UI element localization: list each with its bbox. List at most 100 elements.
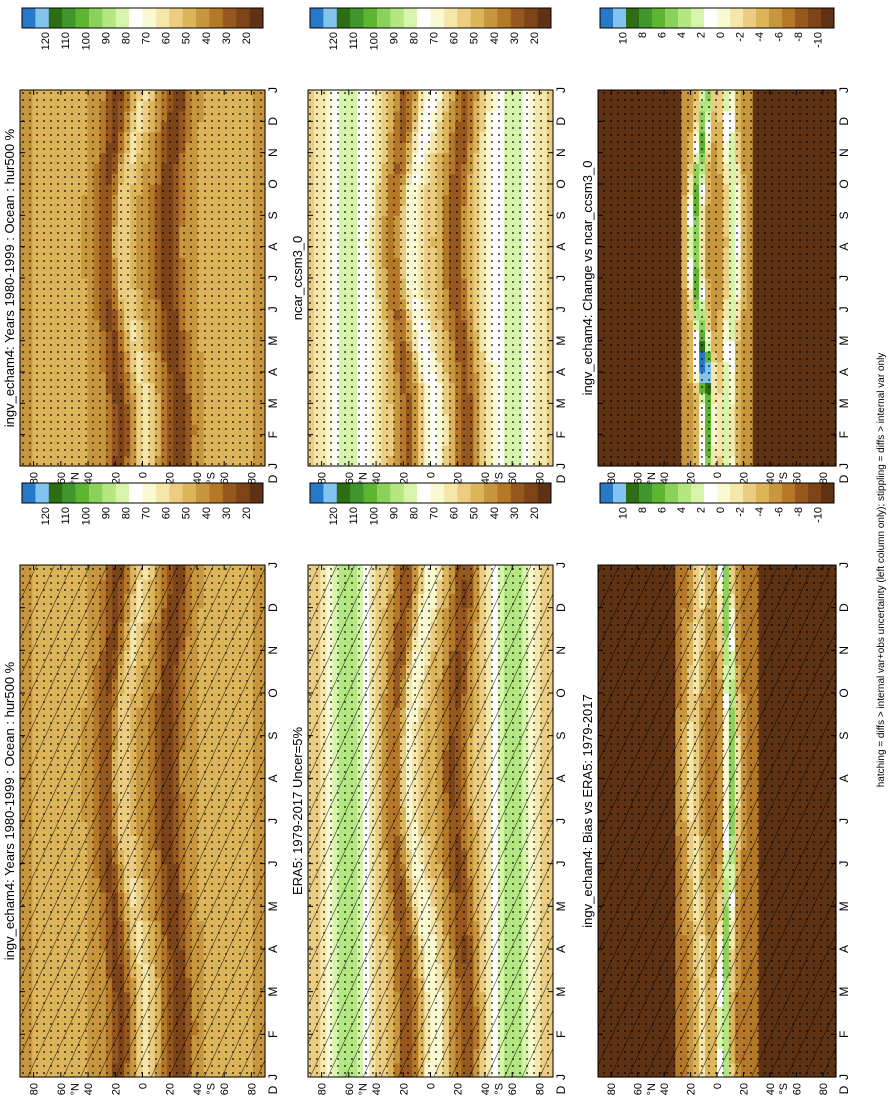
colorbar-swatch (443, 483, 458, 503)
colorbar-label: 30 (509, 507, 521, 519)
panel-title: ingv_echam4: Years 1980-1999 : Ocean : h… (2, 128, 17, 427)
colorbar-swatch (484, 483, 498, 503)
colorbar-swatch (22, 8, 36, 28)
colorbar-label: 50 (469, 507, 481, 519)
month-tick-label: A (554, 774, 568, 782)
colorbar-label: 120 (40, 32, 52, 50)
month-tick-label: F (266, 431, 280, 438)
lat-tick-label: 20 (398, 1083, 410, 1095)
month-tick-label: O (554, 688, 568, 697)
colorbar-swatch (310, 483, 324, 503)
month-tick-label: N (554, 646, 568, 655)
colorbar-swatch (457, 483, 472, 503)
colorbar-label: 110 (60, 32, 72, 50)
colorbar-label: 90 (100, 32, 112, 44)
month-tick-label: J (266, 562, 280, 568)
colorbar-swatch (323, 483, 338, 503)
colorbar-label: 30 (221, 32, 233, 44)
colorbar-swatch (524, 483, 539, 503)
month-tick-label: J (266, 818, 280, 824)
colorbar-label: 70 (429, 507, 441, 519)
colorbar-label: 20 (241, 507, 253, 519)
lat-tick-label: 0 (138, 1083, 150, 1089)
month-start-label: D (554, 1085, 568, 1094)
month-tick-label: J (266, 1074, 280, 1080)
month-tick-label: O (266, 688, 280, 697)
hemisphere-label: °S (206, 1083, 218, 1095)
month-tick-label: J (266, 306, 280, 312)
month-tick-label: A (266, 243, 280, 251)
colorbar-label: 100 (80, 32, 92, 50)
colorbar-swatch (537, 483, 552, 503)
colorbar-swatch (236, 483, 251, 503)
month-tick-label: M (266, 901, 280, 911)
month-tick-label: D (266, 117, 280, 126)
lat-tick-label: 40 (480, 1083, 492, 1095)
lat-tick-label: 20 (110, 472, 122, 484)
colorbar-swatch (75, 483, 90, 503)
hemisphere-label: °N (69, 1083, 81, 1095)
lat-tick-label: 80 (29, 472, 41, 484)
panel-title: ingv_echam4: Years 1980-1999 : Ocean : h… (2, 661, 17, 960)
month-tick-label: D (266, 603, 280, 612)
colorbar-label: 110 (60, 507, 72, 525)
colorbar-label: 40 (201, 32, 213, 44)
colorbar-swatch (403, 483, 418, 503)
month-tick-label: J (266, 861, 280, 867)
lat-tick-label: 80 (534, 1083, 546, 1095)
month-tick-label: J (554, 861, 568, 867)
lat-tick-label: 20 (453, 1083, 465, 1095)
colorbar-label: 90 (100, 507, 112, 519)
panel-title: ERA5: 1979-2017 Uncer=5% (290, 727, 305, 895)
lat-tick-label: 60 (56, 1083, 68, 1095)
colorbar-swatch (196, 483, 210, 503)
month-tick-label: J (266, 275, 280, 281)
colorbar-swatch (155, 483, 170, 503)
colorbar-swatch (430, 483, 445, 503)
colorbar-label: 60 (161, 507, 173, 519)
colorbar-swatch (182, 483, 197, 503)
lat-tick-label: 80 (246, 472, 258, 484)
colorbar-swatch (182, 8, 197, 28)
colorbar-swatch (470, 483, 485, 503)
colorbar-label: 120 (328, 507, 340, 525)
colorbar-label: 120 (40, 507, 52, 525)
colorbar-swatch (115, 483, 130, 503)
colorbar-swatch (102, 8, 117, 28)
colorbar-swatch (48, 8, 63, 28)
colorbar-label: 40 (489, 507, 501, 519)
month-tick-label: A (266, 945, 280, 953)
colorbar-label: 40 (201, 507, 213, 519)
month-tick-label: M (266, 987, 280, 997)
lat-tick-label: 40 (83, 472, 95, 484)
colorbar-swatch (88, 483, 103, 503)
colorbar-swatch (222, 483, 237, 503)
lat-tick-label: 60 (219, 472, 231, 484)
month-tick-label: S (266, 732, 280, 740)
colorbar-label: 60 (161, 32, 173, 44)
colorbar-label: 100 (368, 507, 380, 525)
month-tick-label: J (266, 463, 280, 469)
colorbar-swatch (236, 8, 251, 28)
hemisphere-label: °N (69, 472, 81, 484)
lat-tick-label: 40 (371, 1083, 383, 1095)
lat-tick-label: 60 (56, 472, 68, 484)
colorbar-swatch (169, 483, 184, 503)
month-start-label: D (266, 1085, 280, 1094)
colorbar-swatch (417, 483, 431, 503)
colorbar-swatch (142, 483, 157, 503)
colorbar-swatch (62, 8, 77, 28)
colorbar-swatch (102, 483, 117, 503)
colorbar-swatch (376, 483, 391, 503)
colorbar-swatch (350, 483, 365, 503)
hemisphere-label: °S (206, 472, 218, 484)
colorbar-label: 70 (141, 32, 153, 44)
colorbar-swatch (169, 8, 184, 28)
hemisphere-label: °N (357, 1083, 369, 1095)
month-tick-label: J (554, 1074, 568, 1080)
colorbar-swatch (75, 8, 90, 28)
colorbar-label: 60 (449, 507, 461, 519)
